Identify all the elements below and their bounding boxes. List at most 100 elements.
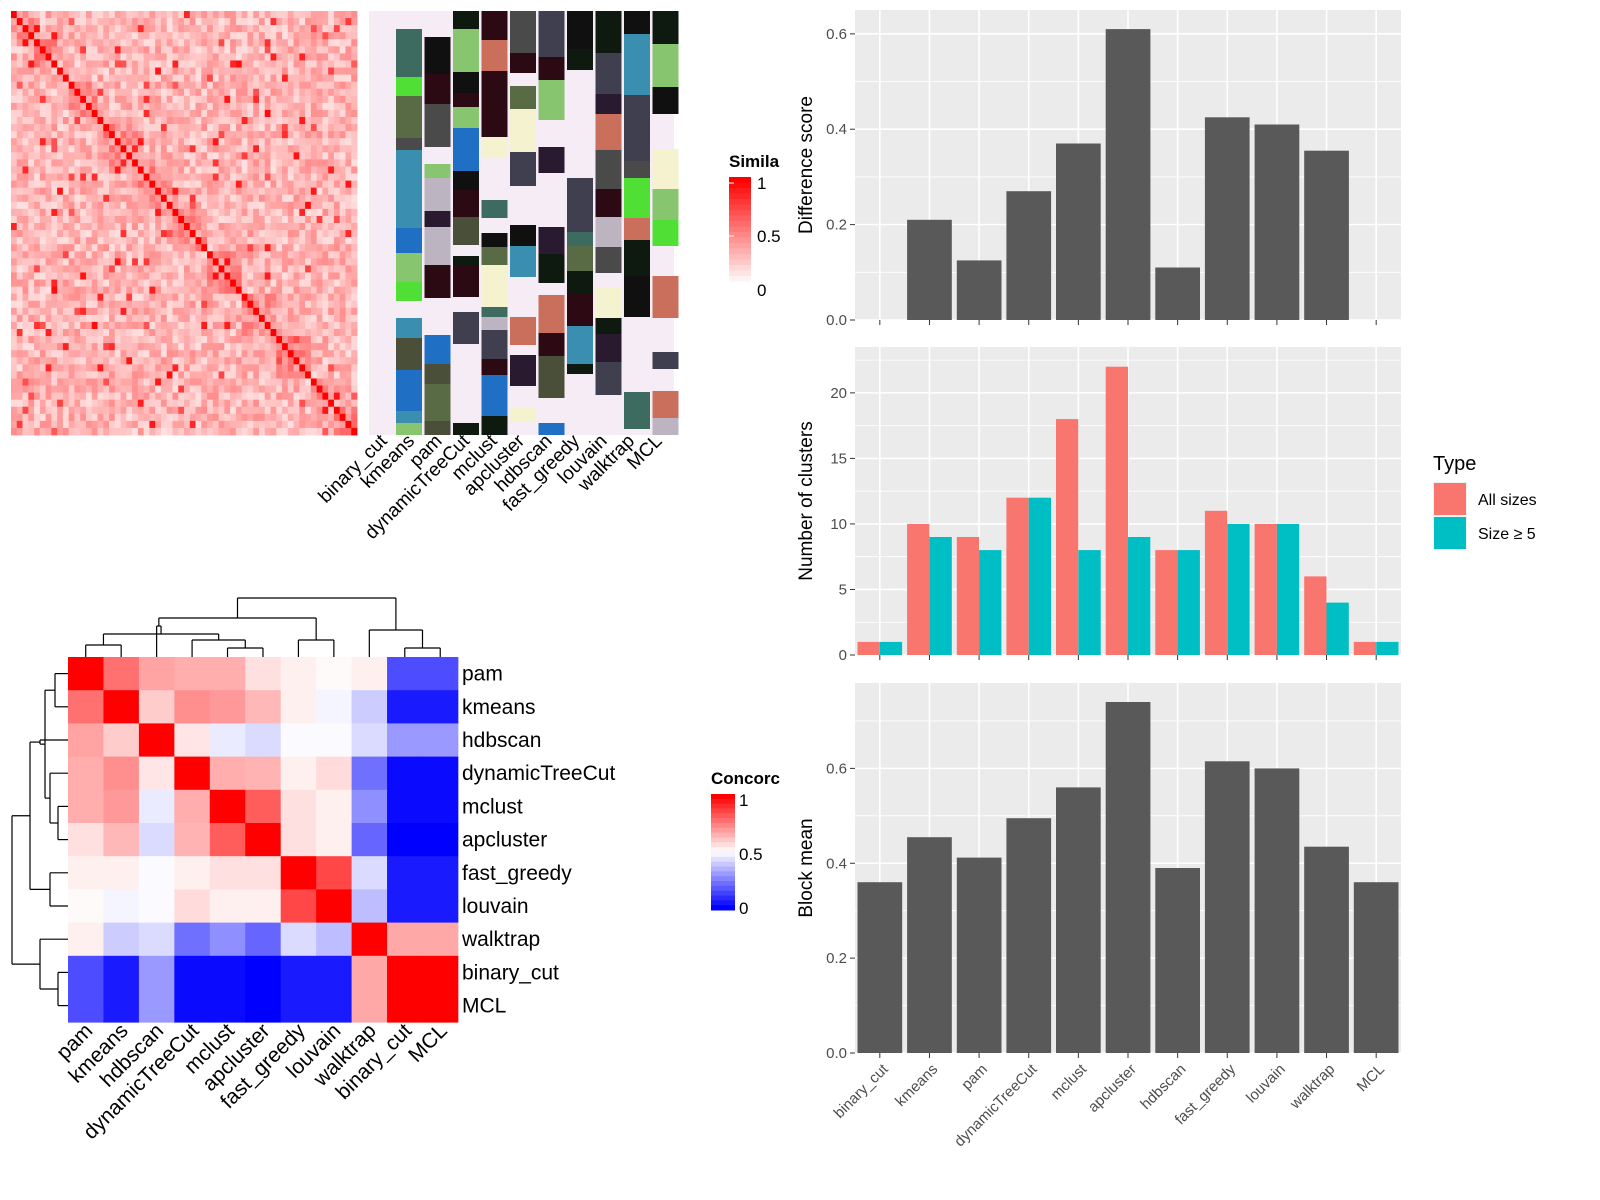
annotation-cell (538, 356, 565, 398)
similarity-cell (114, 166, 121, 174)
similarity-cell (241, 385, 248, 393)
similarity-cell (351, 25, 358, 33)
type-legend-label: All sizes (1478, 492, 1537, 509)
similarity-cell (80, 385, 87, 393)
similarity-cell (45, 95, 52, 104)
similarity-cell (339, 173, 346, 181)
similarity-cell (345, 173, 352, 181)
similarity-cell (166, 173, 173, 181)
annotation-cell (453, 190, 479, 217)
similarity-cell (114, 406, 121, 415)
similarity-cell (282, 286, 289, 295)
similarity-cell (22, 343, 29, 351)
annotation-cell (567, 11, 593, 49)
similarity-cell (189, 194, 196, 203)
similarity-cell (91, 117, 98, 125)
similarity-cell (195, 244, 202, 252)
similarity-cell (149, 385, 156, 393)
similarity-cell (62, 343, 70, 351)
similarity-cell (184, 102, 191, 111)
similarity-cell (85, 300, 93, 309)
similarity-cell (345, 237, 352, 245)
similarity-cell (62, 357, 70, 365)
similarity-cell (235, 272, 243, 280)
similarity-cell (91, 392, 98, 401)
similarity-cell (310, 152, 318, 160)
similarity-cell (351, 321, 358, 330)
similarity-cell (68, 286, 75, 295)
similarity-cell (97, 152, 104, 160)
similarity-cell (51, 201, 58, 210)
similarity-cell (114, 371, 121, 379)
similarity-cell (201, 307, 208, 316)
similarity-cell (310, 46, 318, 54)
similarity-cell (282, 88, 289, 97)
similarity-legend-swatch (729, 259, 751, 266)
similarity-cell (120, 145, 127, 153)
similarity-cell (264, 364, 271, 372)
similarity-cell (149, 67, 156, 75)
similarity-cell (282, 53, 289, 61)
similarity-cell (155, 413, 162, 422)
similarity-cell (235, 152, 243, 160)
similarity-cell (189, 300, 196, 309)
similarity-cell (120, 329, 127, 337)
similarity-cell (322, 265, 329, 273)
similarity-cell (293, 74, 300, 83)
similarity-cell (339, 329, 346, 337)
similarity-cell (189, 173, 196, 181)
annotation-cell (453, 72, 479, 93)
similarity-cell (97, 427, 104, 436)
similarity-cell (184, 399, 191, 408)
similarity-cell (39, 286, 46, 295)
similarity-cell (224, 145, 231, 153)
annotation-cell (424, 37, 451, 74)
similarity-cell (276, 18, 283, 26)
similarity-cell (328, 378, 335, 386)
similarity-cell (247, 406, 254, 415)
bar (857, 882, 903, 1053)
similarity-cell (97, 286, 104, 295)
similarity-cell (114, 11, 121, 19)
similarity-cell (293, 194, 300, 203)
similarity-cell (207, 159, 214, 167)
similarity-cell (68, 364, 75, 372)
similarity-cell (149, 194, 156, 203)
similarity-cell (132, 343, 139, 351)
similarity-cell (328, 350, 335, 358)
similarity-cell (172, 25, 179, 33)
similarity-cell (45, 307, 52, 316)
similarity-cell (103, 244, 110, 252)
similarity-cell (253, 32, 260, 40)
similarity-cell (241, 152, 248, 160)
similarity-cell (34, 406, 41, 415)
similarity-cell (11, 180, 18, 189)
y-tick-label: 0.6 (826, 26, 847, 43)
similarity-cell (132, 102, 139, 111)
similarity-cell (235, 223, 243, 231)
similarity-cell (333, 46, 341, 54)
similarity-cell (345, 413, 352, 422)
similarity-cell (149, 53, 156, 61)
similarity-cell (299, 201, 306, 210)
similarity-cell (270, 46, 277, 54)
annotation-cell (567, 232, 593, 246)
annotation-cell (652, 220, 679, 246)
similarity-cell (74, 74, 81, 83)
annotation-cell (396, 77, 422, 96)
similarity-cell (62, 244, 70, 252)
similarity-cell (28, 95, 35, 104)
similarity-cell (114, 194, 121, 203)
similarity-cell (91, 286, 98, 295)
similarity-cell (276, 258, 283, 266)
similarity-cell (212, 286, 219, 295)
similarity-cell (224, 131, 231, 139)
similarity-cell (34, 25, 41, 33)
similarity-cell (160, 74, 168, 83)
similarity-cell (322, 251, 329, 259)
similarity-cell (339, 208, 346, 217)
similarity-cell (16, 364, 23, 372)
similarity-cell (253, 371, 260, 379)
similarity-cell (39, 187, 46, 196)
similarity-cell (184, 244, 191, 252)
